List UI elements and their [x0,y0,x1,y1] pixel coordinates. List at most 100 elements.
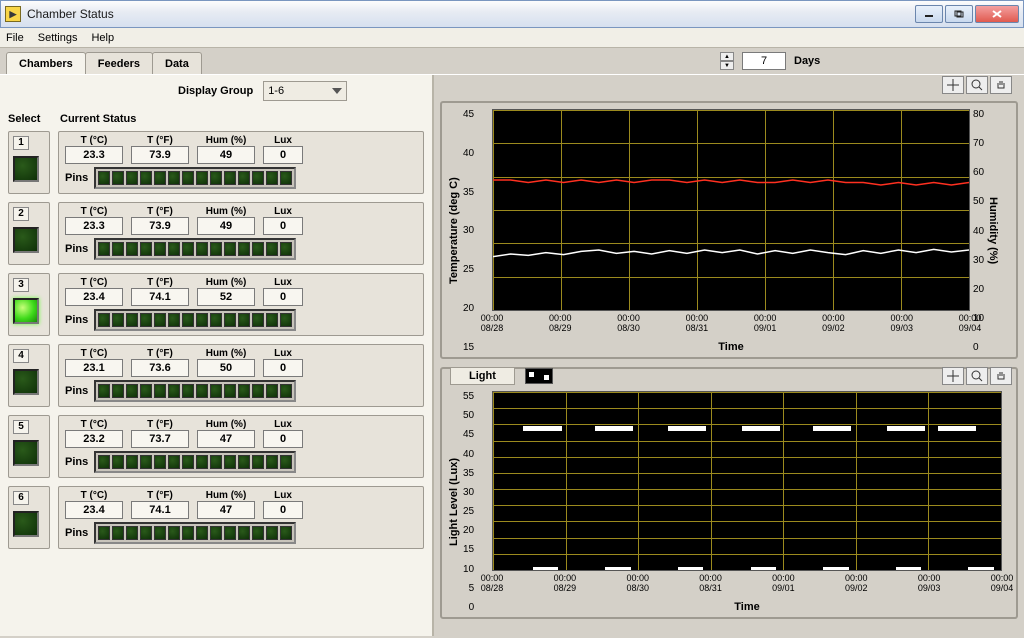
col-select-header: Select [8,113,60,125]
pin-led [252,384,264,398]
days-value[interactable]: 7 [742,52,786,70]
hum-value: 49 [197,146,255,164]
chamber-select-box: 3 [8,273,50,336]
chamber-select-led[interactable] [13,156,39,182]
pin-led [280,526,292,540]
pin-led [126,526,138,540]
chamber-select-led[interactable] [13,511,39,537]
tab-chambers[interactable]: Chambers [6,52,86,74]
crosshair-tool-icon[interactable] [942,367,964,385]
pin-led [280,171,292,185]
pin-led [182,242,194,256]
tf-label: T (°F) [147,490,173,501]
pins-label: Pins [65,456,88,468]
pin-led [112,171,124,185]
crosshair-tool-icon[interactable] [942,76,964,94]
tf-label: T (°F) [147,419,173,430]
pin-led [112,526,124,540]
tc-value: 23.3 [65,217,123,235]
axis-tick: 30 [973,255,984,266]
tc-value: 23.4 [65,501,123,519]
pin-led [238,526,250,540]
titlebar: ▶ Chamber Status [0,0,1024,28]
pins-label: Pins [65,314,88,326]
tc-value: 23.3 [65,146,123,164]
light-on-segment [938,426,976,431]
pin-led [280,313,292,327]
chamber-status-box: T (°C)23.4T (°F)74.1Hum (%)47Lux0Pins [58,486,424,549]
hum-label: Hum (%) [206,135,247,146]
chamber-number: 5 [13,420,29,434]
axis-tick: 0 [973,342,984,353]
close-button[interactable] [975,5,1019,23]
chamber-row: 6T (°C)23.4T (°F)74.1Hum (%)47Lux0Pins [8,486,424,549]
pin-led [224,455,236,469]
pin-led [280,242,292,256]
light-plot-area[interactable] [492,391,1002,571]
pin-led [154,526,166,540]
pin-led [168,313,180,327]
pan-tool-icon[interactable] [990,367,1012,385]
light-chart-title: Light [450,367,515,385]
pin-led [140,384,152,398]
pin-led [196,455,208,469]
light-on-segment [595,426,633,431]
chamber-select-led[interactable] [13,227,39,253]
chamber-select-box: 2 [8,202,50,265]
pins-indicator [94,522,296,544]
tab-feeders[interactable]: Feeders [85,52,153,74]
days-down-button[interactable]: ▼ [720,61,734,70]
pin-led [154,455,166,469]
hum-value: 47 [197,501,255,519]
axis-tick: 50 [463,410,474,421]
chamber-select-led[interactable] [13,369,39,395]
tf-value: 73.9 [131,146,189,164]
chamber-select-box: 6 [8,486,50,549]
menu-help[interactable]: Help [91,32,114,44]
pin-led [224,242,236,256]
zoom-tool-icon[interactable] [966,367,988,385]
axis-tick: 00:00 08/28 [472,313,512,333]
pins-indicator [94,380,296,402]
pan-tool-icon[interactable] [990,76,1012,94]
chamber-row: 5T (°C)23.2T (°F)73.7Hum (%)47Lux0Pins [8,415,424,478]
right-panel: Temperature (deg C) 45403530252015 00:00… [434,75,1024,636]
light-legend-swatch[interactable] [525,368,553,384]
tf-value: 74.1 [131,501,189,519]
pin-led [154,384,166,398]
light-on-segment [668,426,706,431]
lux-label: Lux [274,206,292,217]
minimize-button[interactable] [915,5,943,23]
pin-led [168,526,180,540]
light-off-segment [968,567,993,570]
pins-indicator [94,451,296,473]
pin-led [210,455,222,469]
lux-label: Lux [274,419,292,430]
tf-label: T (°F) [147,206,173,217]
maximize-button[interactable] [945,5,973,23]
axis-tick: 70 [973,138,984,149]
axis-tick: 00:00 09/04 [950,313,990,333]
chamber-select-led[interactable] [13,440,39,466]
pin-led [196,384,208,398]
pin-led [126,384,138,398]
tab-data[interactable]: Data [152,52,202,74]
hum-label: Hum (%) [206,277,247,288]
lux-value: 0 [263,359,303,377]
tc-value: 23.4 [65,288,123,306]
axis-tick: 40 [973,226,984,237]
chamber-select-led[interactable] [13,298,39,324]
zoom-tool-icon[interactable] [966,76,988,94]
menu-file[interactable]: File [6,32,24,44]
lux-value: 0 [263,146,303,164]
menu-settings[interactable]: Settings [38,32,78,44]
temp-plot-area[interactable] [492,109,970,311]
lux-label: Lux [274,490,292,501]
axis-tick: 00:00 08/31 [691,573,731,593]
display-group-select[interactable]: 1-6 [263,81,347,101]
tc-label: T (°C) [81,277,108,288]
axis-tick: 35 [463,187,474,198]
pin-led [168,455,180,469]
days-up-button[interactable]: ▲ [720,52,734,61]
pin-led [98,313,110,327]
